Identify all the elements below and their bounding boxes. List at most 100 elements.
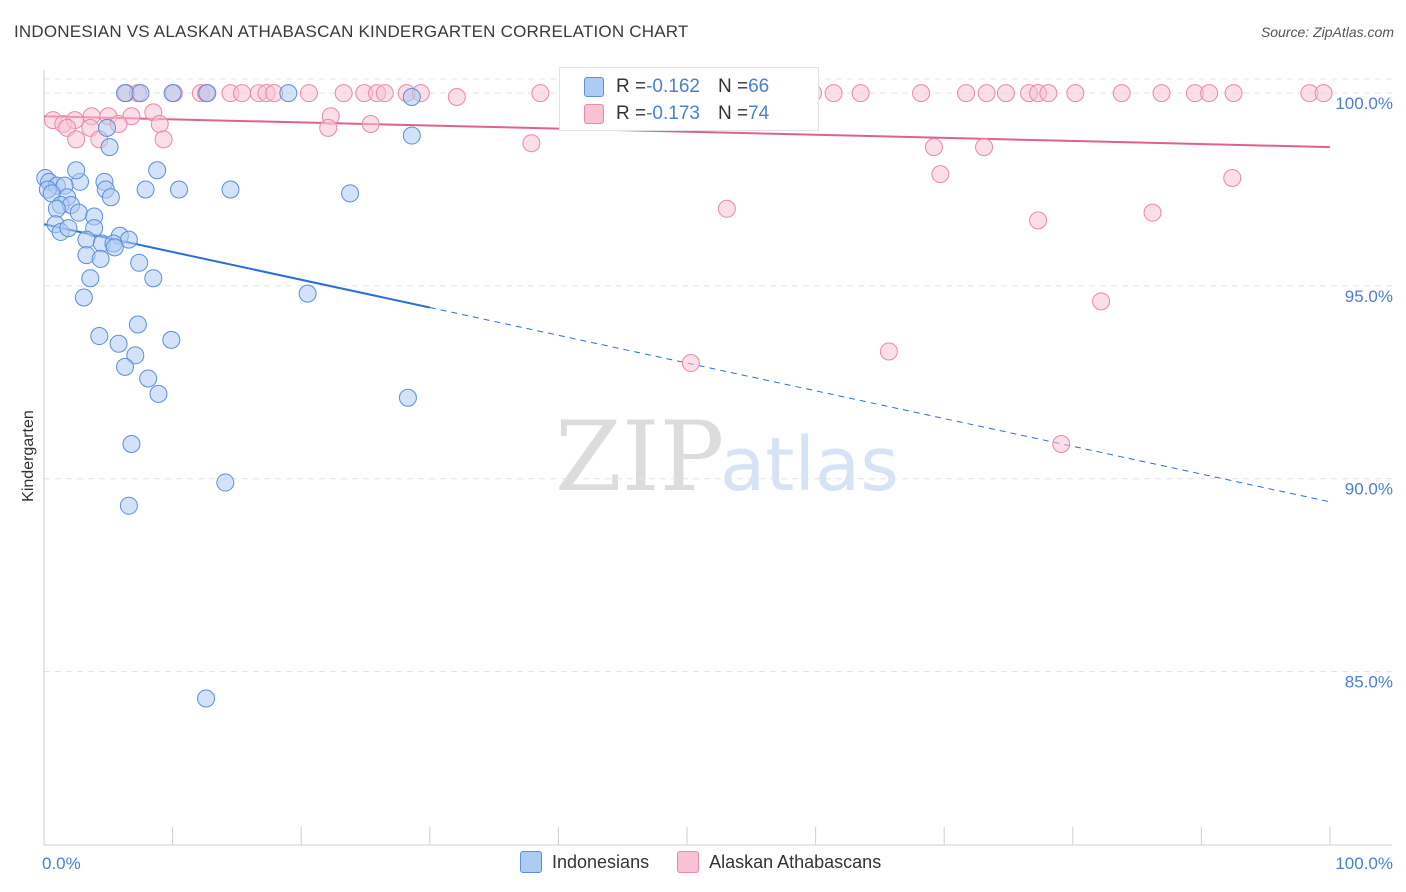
alaskan-athabascans-point[interactable] xyxy=(150,114,169,133)
alaskan-athabascans-point[interactable] xyxy=(924,138,943,157)
indonesians-point[interactable] xyxy=(402,87,421,106)
alaskan-athabascans-point[interactable] xyxy=(233,84,252,103)
alaskan-athabascans-point[interactable] xyxy=(931,165,950,184)
alaskan-athabascans-point[interactable] xyxy=(717,199,736,218)
stats-legend: R = -0.162 N = 66 R = -0.173 N = 74 xyxy=(559,67,819,131)
indonesians-point[interactable] xyxy=(122,435,141,454)
n-value: 74 xyxy=(748,103,770,124)
alaskan-athabascans-point[interactable] xyxy=(975,138,994,157)
y-tick-label: 90.0% xyxy=(1345,480,1393,499)
indonesians-point[interactable] xyxy=(105,238,124,257)
indonesians-point[interactable] xyxy=(163,84,182,103)
indonesians-point[interactable] xyxy=(170,180,189,199)
r-label: R = xyxy=(616,76,647,97)
indonesians-point[interactable] xyxy=(139,369,158,388)
indonesians-point[interactable] xyxy=(279,84,298,103)
alaskan-athabascans-point[interactable] xyxy=(1029,211,1048,230)
alaskan-athabascans-point[interactable] xyxy=(1039,84,1058,103)
indonesians-point[interactable] xyxy=(144,269,163,288)
indonesians-point[interactable] xyxy=(69,203,88,222)
alaskan-athabascans-trend-line xyxy=(43,115,1331,149)
indonesians-point[interactable] xyxy=(67,161,86,180)
chart-title: INDONESIAN VS ALASKAN ATHABASCAN KINDERG… xyxy=(14,22,689,41)
alaskan-athabascans-point[interactable] xyxy=(1200,84,1219,103)
alaskan-athabascans-point[interactable] xyxy=(1152,84,1171,103)
indonesians-point[interactable] xyxy=(109,334,128,353)
indonesians-point[interactable] xyxy=(100,138,119,157)
alaskan-athabascans-point[interactable] xyxy=(1112,84,1131,103)
n-value: 66 xyxy=(748,76,770,97)
indonesians-point[interactable] xyxy=(128,315,147,334)
watermark-zip: ZIP xyxy=(555,401,724,513)
alaskan-athabascans-point[interactable] xyxy=(531,84,550,103)
r-label: R = xyxy=(616,103,647,124)
indonesians-point[interactable] xyxy=(341,184,360,203)
indonesians-point[interactable] xyxy=(149,384,168,403)
alaskan-athabascans-point[interactable] xyxy=(1143,203,1162,222)
indonesians-point[interactable] xyxy=(59,219,78,238)
n-label: N = xyxy=(717,103,749,124)
indonesians-point[interactable] xyxy=(402,126,421,145)
legend-item-alaskan-athabascans[interactable]: Alaskan Athabascans xyxy=(677,851,881,873)
y-tick-label: 100.0% xyxy=(1335,94,1393,113)
alaskan-athabascans-point[interactable] xyxy=(375,84,394,103)
alaskan-athabascans-point[interactable] xyxy=(522,134,541,153)
indonesians-point[interactable] xyxy=(216,473,235,492)
alaskan-athabascans-point[interactable] xyxy=(1052,435,1071,454)
indonesians-point[interactable] xyxy=(197,689,216,708)
alaskan-athabascans-point[interactable] xyxy=(67,130,86,149)
alaskan-athabascans-point[interactable] xyxy=(447,87,466,106)
indonesians-point[interactable] xyxy=(116,357,135,376)
indonesians-point[interactable] xyxy=(101,188,120,207)
alaskan-athabascans-point[interactable] xyxy=(334,84,353,103)
indonesians-point[interactable] xyxy=(74,288,93,307)
alaskan-athabascans-point[interactable] xyxy=(996,84,1015,103)
stats-row-alaskan-athabascans: R = -0.173 N = 74 xyxy=(584,102,769,126)
alaskan-athabascans-point[interactable] xyxy=(957,84,976,103)
alaskan-athabascans-point[interactable] xyxy=(1223,168,1242,187)
indonesians-point[interactable] xyxy=(126,346,145,365)
indonesians-point[interactable] xyxy=(148,161,167,180)
x-tick-label-min: 0.0% xyxy=(42,854,81,873)
legend-item-indonesians[interactable]: Indonesians xyxy=(520,851,649,873)
alaskan-athabascans-point[interactable] xyxy=(361,114,380,133)
alaskan-athabascans-point[interactable] xyxy=(912,84,931,103)
indonesians-point[interactable] xyxy=(221,180,240,199)
alaskan-athabascans-legend-swatch xyxy=(677,851,700,873)
watermark-atlas: atlas xyxy=(720,422,899,508)
indonesians-point[interactable] xyxy=(136,180,155,199)
alaskan-athabascans-swatch xyxy=(584,104,604,124)
alaskan-athabascans-point[interactable] xyxy=(1092,292,1111,311)
indonesians-point[interactable] xyxy=(81,269,100,288)
indonesians-point[interactable] xyxy=(116,84,135,103)
alaskan-athabascans-point[interactable] xyxy=(299,84,318,103)
indonesians-point[interactable] xyxy=(119,496,138,515)
indonesians-point[interactable] xyxy=(90,327,109,346)
alaskan-athabascans-point[interactable] xyxy=(1224,84,1243,103)
indonesians-point[interactable] xyxy=(98,118,117,137)
alaskan-athabascans-point[interactable] xyxy=(824,84,843,103)
alaskan-athabascans-point[interactable] xyxy=(851,84,870,103)
alaskan-athabascans-point[interactable] xyxy=(1314,84,1333,103)
y-axis-label: Kindergarten xyxy=(20,410,37,502)
indonesians-point[interactable] xyxy=(77,230,96,249)
alaskan-athabascans-point[interactable] xyxy=(319,118,338,137)
alaskan-athabascans-point[interactable] xyxy=(1066,84,1085,103)
indonesians-point[interactable] xyxy=(398,388,417,407)
alaskan-athabascans-point[interactable] xyxy=(977,84,996,103)
indonesians-point[interactable] xyxy=(131,84,150,103)
indonesians-point[interactable] xyxy=(298,284,317,303)
indonesians-point[interactable] xyxy=(91,249,110,268)
alaskan-athabascans-point[interactable] xyxy=(879,342,898,361)
alaskan-athabascans-point[interactable] xyxy=(154,130,173,149)
source-label: Source: ZipAtlas.com xyxy=(1260,24,1394,40)
indonesians-point[interactable] xyxy=(198,84,217,103)
r-value: -0.173 xyxy=(646,103,700,124)
y-tick-label: 95.0% xyxy=(1345,287,1393,306)
indonesians-point[interactable] xyxy=(130,253,149,272)
indonesians-point[interactable] xyxy=(162,330,181,349)
indonesians-point[interactable] xyxy=(47,199,66,218)
alaskan-athabascans-point[interactable] xyxy=(681,354,700,373)
x-tick-label-max: 100.0% xyxy=(1335,854,1393,873)
